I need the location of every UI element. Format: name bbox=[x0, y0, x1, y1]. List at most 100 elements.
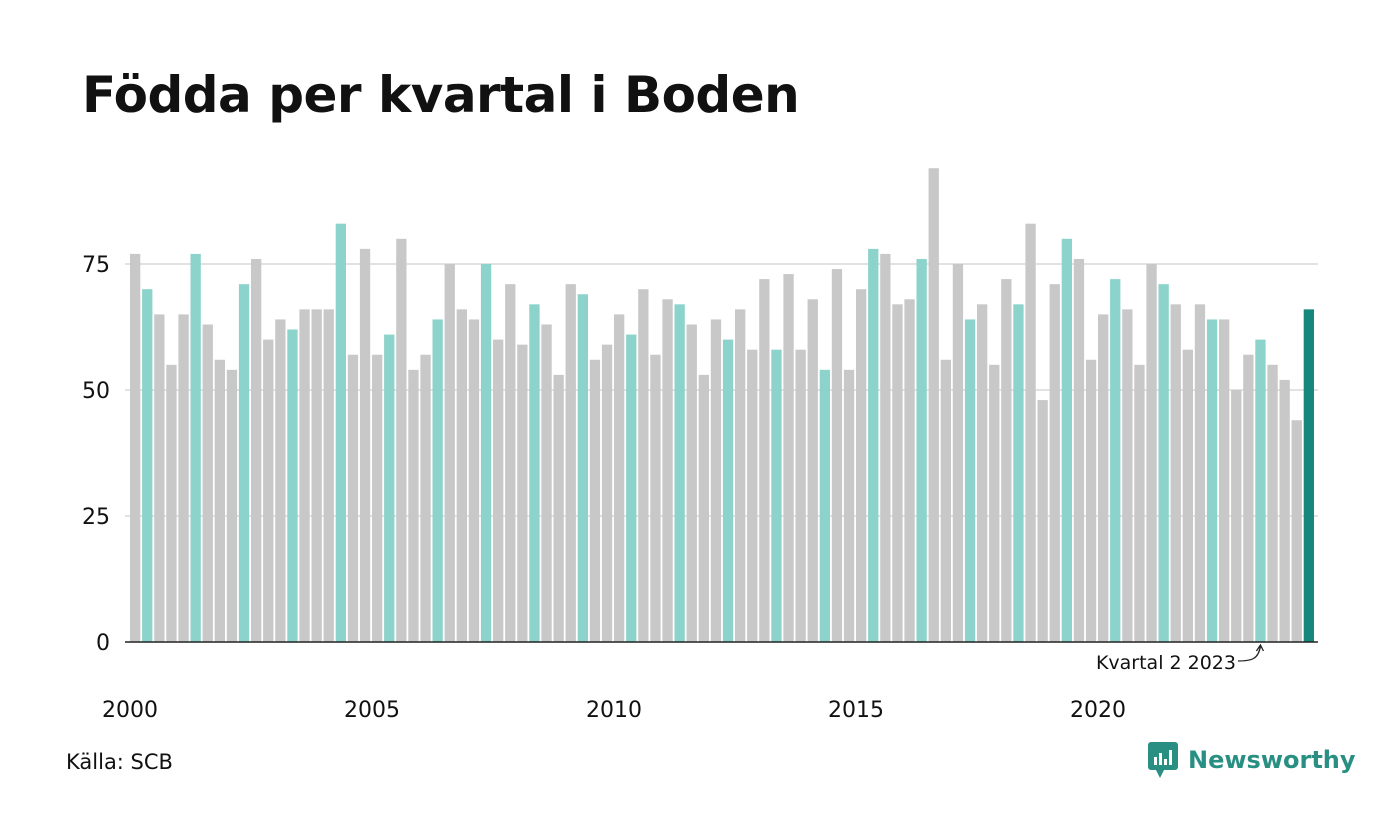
bar bbox=[759, 279, 770, 642]
bar bbox=[1098, 314, 1109, 642]
bar bbox=[1122, 309, 1133, 642]
bar bbox=[468, 319, 480, 642]
bar bbox=[311, 309, 322, 642]
bar bbox=[420, 354, 431, 642]
newsworthy-logo-icon bbox=[1148, 742, 1178, 778]
y-tick-label: 0 bbox=[96, 631, 110, 656]
bar bbox=[384, 334, 395, 642]
bar bbox=[565, 284, 576, 642]
bar bbox=[771, 349, 782, 642]
bar bbox=[722, 339, 734, 642]
bar bbox=[541, 324, 552, 642]
bar bbox=[408, 369, 419, 642]
bar bbox=[952, 264, 964, 642]
bar bbox=[735, 309, 746, 642]
annotation-label: Kvartal 2 2023 bbox=[1096, 652, 1236, 674]
bar bbox=[1134, 364, 1145, 642]
bar bbox=[831, 269, 843, 642]
bar bbox=[614, 314, 625, 642]
bar bbox=[1025, 223, 1036, 642]
bar bbox=[299, 309, 310, 642]
bar bbox=[868, 248, 879, 642]
bar bbox=[1049, 284, 1060, 642]
bar bbox=[432, 319, 443, 642]
bar bbox=[1243, 354, 1254, 642]
bar bbox=[1279, 379, 1290, 642]
y-tick-label: 50 bbox=[82, 379, 110, 404]
bar bbox=[456, 309, 467, 642]
bar bbox=[747, 349, 758, 642]
bar bbox=[601, 344, 613, 642]
newsworthy-logo: Newsworthy bbox=[1148, 742, 1356, 778]
bar bbox=[251, 258, 262, 642]
x-tick-label: 2005 bbox=[344, 698, 400, 723]
x-tick-label: 2015 bbox=[828, 698, 884, 723]
bar bbox=[347, 354, 359, 642]
bar bbox=[335, 223, 346, 642]
bar bbox=[977, 304, 988, 642]
bar bbox=[226, 369, 238, 642]
bar bbox=[166, 364, 177, 642]
x-tick-label: 2020 bbox=[1070, 698, 1126, 723]
bar bbox=[529, 304, 540, 642]
chart-title: Födda per kvartal i Boden bbox=[82, 66, 800, 124]
x-tick-label: 2000 bbox=[102, 698, 158, 723]
bar bbox=[517, 344, 528, 642]
bar bbox=[444, 264, 455, 642]
bar bbox=[202, 324, 213, 642]
bar bbox=[1267, 364, 1278, 642]
y-tick-label: 75 bbox=[82, 253, 110, 278]
bar bbox=[638, 289, 649, 642]
bar bbox=[710, 319, 722, 642]
y-tick-label: 25 bbox=[82, 505, 110, 530]
bar bbox=[396, 238, 407, 643]
bar bbox=[1085, 359, 1097, 642]
bar bbox=[1001, 279, 1012, 642]
bar bbox=[662, 299, 673, 642]
bar bbox=[275, 319, 286, 642]
bar bbox=[819, 369, 830, 642]
bar bbox=[263, 339, 274, 642]
bar bbox=[650, 354, 661, 642]
bar bbox=[1110, 279, 1121, 642]
bar bbox=[480, 264, 492, 642]
bar bbox=[1206, 319, 1218, 642]
bar bbox=[698, 374, 709, 642]
bars bbox=[130, 168, 1314, 643]
bar bbox=[674, 304, 685, 642]
x-axis-ticks: 2000 2005 2010 2015 2020 bbox=[102, 698, 1126, 723]
y-axis-ticks: 0 25 50 75 bbox=[82, 253, 110, 656]
bar bbox=[1158, 284, 1169, 642]
bar bbox=[178, 314, 189, 642]
bar bbox=[1146, 264, 1157, 642]
bar bbox=[589, 359, 601, 642]
bar bbox=[1013, 304, 1024, 642]
bar bbox=[964, 319, 976, 642]
bar bbox=[142, 289, 153, 642]
bar bbox=[892, 304, 903, 642]
bar bbox=[1170, 304, 1181, 642]
bar bbox=[130, 253, 141, 643]
annotation: Kvartal 2 2023 bbox=[1096, 643, 1265, 674]
bar bbox=[1291, 420, 1302, 642]
bar bbox=[1219, 319, 1230, 642]
bar bbox=[783, 274, 794, 642]
bar bbox=[323, 309, 334, 642]
bar bbox=[916, 258, 927, 642]
bar bbox=[928, 168, 939, 643]
source-label: Källa: SCB bbox=[66, 750, 173, 774]
bar bbox=[1231, 390, 1242, 642]
bar bbox=[843, 369, 855, 642]
bar bbox=[287, 329, 298, 642]
bar bbox=[880, 253, 891, 643]
annotation-arrow bbox=[1237, 643, 1265, 662]
bar bbox=[989, 364, 1000, 642]
bar bbox=[904, 299, 915, 642]
bar bbox=[493, 339, 504, 642]
bar bbox=[856, 289, 867, 642]
bar bbox=[626, 334, 637, 642]
bar bbox=[807, 299, 818, 642]
bar bbox=[1194, 304, 1206, 642]
bar bbox=[238, 284, 250, 642]
bar bbox=[359, 248, 371, 642]
